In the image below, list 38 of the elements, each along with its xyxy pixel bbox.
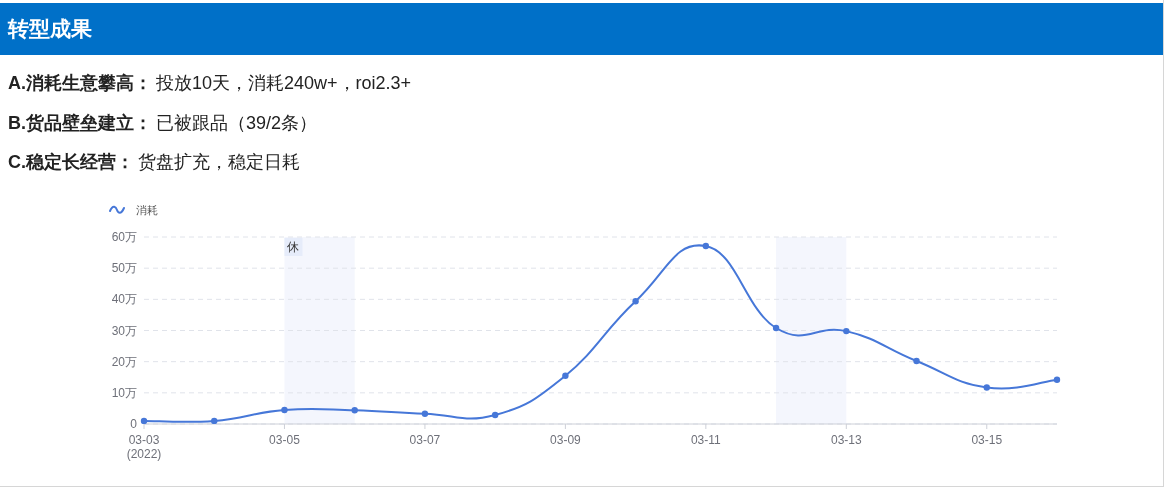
point bbox=[281, 406, 288, 414]
y-tick-label: 60万 bbox=[111, 230, 137, 244]
point bbox=[702, 242, 710, 250]
y-tick-label: 30万 bbox=[111, 323, 137, 338]
chart-title: 转型成果 bbox=[8, 16, 92, 42]
x-tick-label: 03-13 bbox=[830, 433, 862, 447]
x-tick-label: 03-03 (2022) bbox=[126, 433, 162, 461]
point bbox=[772, 324, 780, 332]
point bbox=[983, 384, 990, 391]
point bbox=[632, 298, 639, 305]
point bbox=[1053, 376, 1061, 383]
point bbox=[421, 410, 429, 417]
text: A.消耗生意攀高： bbox=[8, 73, 152, 93]
legend-label: 消耗 bbox=[136, 204, 158, 216]
y-tick-label: 10万 bbox=[111, 385, 137, 400]
point bbox=[351, 407, 358, 414]
text: 货盘扩充，稳定日耗 bbox=[138, 152, 300, 172]
x-tick-label: 03-05 bbox=[269, 433, 301, 447]
band-label: 休 bbox=[287, 240, 300, 254]
text: C.稳定长经营： bbox=[8, 152, 134, 172]
x-tick-label: 03-15 bbox=[971, 433, 1003, 447]
text: B.货品壁垒建立： bbox=[8, 112, 152, 133]
x-tick-label: 03-07 bbox=[409, 433, 441, 447]
y-tick-label: 0 bbox=[130, 417, 138, 431]
point bbox=[913, 357, 920, 365]
x-tick-label: 03-09 bbox=[550, 433, 582, 447]
y-tick-label: 20万 bbox=[111, 354, 137, 369]
text: 已被跟品（39/2条） bbox=[156, 112, 318, 133]
legend: 消耗 bbox=[109, 204, 158, 216]
y-tick-label: 50万 bbox=[111, 261, 137, 276]
text: 投放10天，消耗240w+，roi2.3+ bbox=[156, 73, 412, 93]
y-tick-label: 40万 bbox=[111, 292, 137, 307]
point bbox=[843, 327, 850, 335]
point bbox=[491, 411, 499, 419]
point bbox=[562, 372, 569, 379]
point bbox=[140, 417, 148, 425]
x-tick-label: 03-11 bbox=[690, 433, 722, 447]
point bbox=[211, 417, 218, 425]
